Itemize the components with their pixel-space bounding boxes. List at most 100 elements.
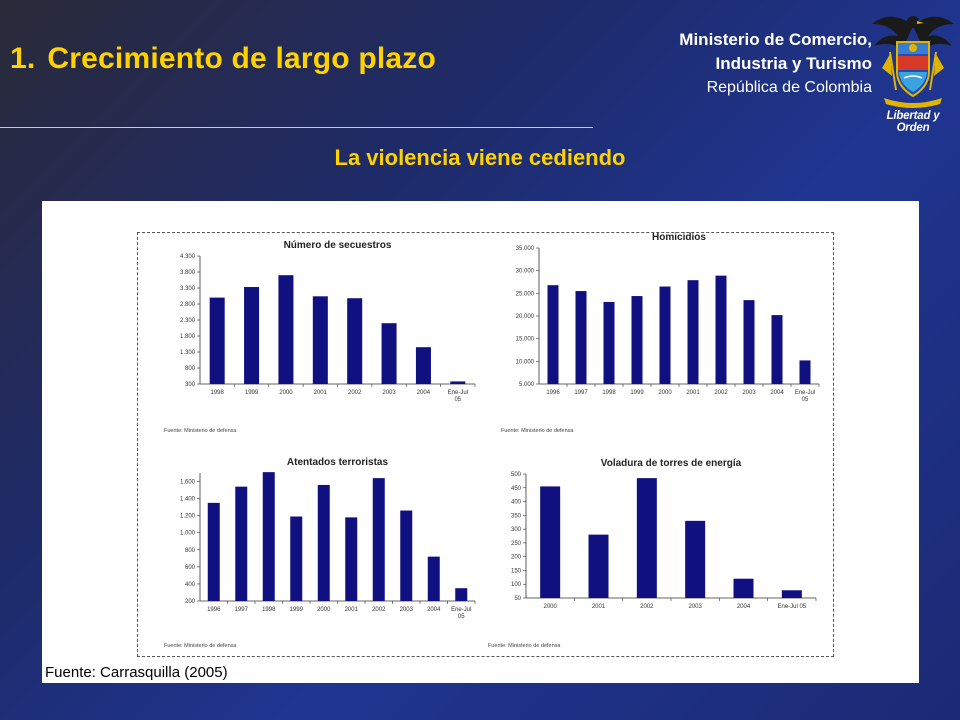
x-tick-label: 1998 bbox=[211, 390, 225, 396]
y-tick-label: 35.000 bbox=[516, 246, 535, 252]
x-tick-label: Ene-Jul 05 bbox=[451, 607, 471, 620]
chart-voladura-torres: Voladura de torres de energía 500 450 400 35… bbox=[488, 458, 817, 649]
x-tick-label: 2000 bbox=[317, 607, 331, 613]
y-tick-label: 1.600 bbox=[180, 480, 196, 486]
y-tick-label: 100 bbox=[511, 582, 522, 588]
x-tick-label: 1999 bbox=[290, 607, 304, 613]
x-tick-label: 2001 bbox=[314, 390, 328, 396]
bar bbox=[312, 296, 328, 384]
title-rule bbox=[0, 127, 593, 128]
x-tick-label: Ene-Jul 05 bbox=[448, 390, 468, 403]
x-tick-label: 1996 bbox=[207, 607, 221, 613]
chart-title: Homicidios bbox=[652, 232, 706, 243]
x-tick-label: Ene-Jul 05 bbox=[795, 390, 815, 403]
x-tick-label: 2001 bbox=[345, 607, 359, 613]
y-tick-label: 250 bbox=[511, 541, 522, 547]
coat-of-arms-icon: Libertad y Orden bbox=[870, 6, 956, 134]
x-tick-label: 2003 bbox=[742, 390, 756, 396]
y-tick-label: 1.000 bbox=[180, 531, 196, 537]
y-tick-label: 25.000 bbox=[516, 291, 535, 297]
chart-source: Fuente: Ministerio de defensa bbox=[501, 428, 574, 434]
x-tick-label: 2003 bbox=[688, 604, 702, 610]
y-tick-label: 300 bbox=[511, 527, 522, 533]
chart-title: Número de secuestros bbox=[284, 240, 392, 251]
bar bbox=[317, 484, 330, 601]
y-tick-label: 800 bbox=[185, 548, 196, 554]
y-tick-label: 1.300 bbox=[180, 350, 196, 356]
x-tick-label: 2003 bbox=[382, 390, 396, 396]
title-number: 1. bbox=[10, 42, 36, 75]
title-text: Crecimiento de largo plazo bbox=[47, 42, 437, 75]
chart-homicidios: Homicidios 35.000 30.000 25.000 20.000 15.000… bbox=[501, 232, 820, 434]
charts-panel: Número de secuestros 4.300 3.800 3.300 2.800… bbox=[42, 201, 919, 683]
chart-source: Fuente: Ministerio de defensa bbox=[164, 428, 237, 434]
y-tick-label: 10.000 bbox=[516, 359, 535, 365]
x-tick-label: 2002 bbox=[714, 390, 728, 396]
x-tick-label: 2004 bbox=[417, 390, 431, 396]
x-tick-label: 2001 bbox=[686, 390, 700, 396]
bar bbox=[603, 301, 615, 384]
x-tick-label: 2002 bbox=[348, 390, 362, 396]
bar bbox=[455, 588, 468, 601]
charts-frame bbox=[137, 232, 834, 657]
ministry-line-1: Ministerio de Comercio, bbox=[679, 30, 872, 49]
x-tick-label: 2001 bbox=[592, 604, 606, 610]
bar bbox=[400, 510, 413, 601]
bar bbox=[743, 300, 755, 384]
bar bbox=[631, 296, 643, 384]
ministry-block: Ministerio de Comercio, Industria y Turi… bbox=[679, 28, 872, 100]
bar bbox=[345, 517, 358, 601]
x-tick-label: 1997 bbox=[235, 607, 249, 613]
bar bbox=[685, 520, 706, 598]
bar bbox=[207, 502, 220, 601]
x-tick-label: 2000 bbox=[279, 390, 293, 396]
y-tick-label: 3.300 bbox=[180, 286, 196, 292]
x-tick-label: 1997 bbox=[574, 390, 588, 396]
y-tick-label: 300 bbox=[185, 382, 196, 388]
y-tick-label: 1.400 bbox=[180, 497, 196, 503]
bar bbox=[278, 275, 294, 384]
chart-atentados: Atentados terroristas 1.600 1.400 1.200 1.00… bbox=[164, 457, 476, 649]
y-tick-label: 50 bbox=[514, 596, 521, 602]
x-tick-label: 2004 bbox=[737, 604, 751, 610]
y-tick-label: 450 bbox=[511, 486, 522, 492]
x-tick-label: 2002 bbox=[640, 604, 654, 610]
bar bbox=[372, 478, 385, 601]
chart-title: Voladura de torres de energía bbox=[601, 458, 742, 469]
bar bbox=[347, 298, 363, 384]
y-tick-label: 30.000 bbox=[516, 269, 535, 275]
bar bbox=[415, 347, 431, 384]
bar bbox=[659, 286, 671, 384]
chart-title: Atentados terroristas bbox=[287, 457, 389, 468]
ministry-line-3: República de Colombia bbox=[706, 79, 872, 96]
bar bbox=[715, 275, 727, 384]
bar bbox=[733, 578, 754, 598]
x-tick-label: Ene-Jul 05 bbox=[777, 604, 806, 610]
chart-secuestros: Número de secuestros 4.300 3.800 3.300 2.800… bbox=[164, 240, 476, 434]
slide-title: 1. Crecimiento de largo plazo bbox=[10, 42, 436, 76]
bar bbox=[588, 534, 609, 598]
bar bbox=[799, 360, 811, 384]
x-tick-label: 1999 bbox=[245, 390, 259, 396]
bar bbox=[547, 285, 559, 384]
y-tick-label: 4.300 bbox=[180, 254, 196, 260]
y-tick-label: 350 bbox=[511, 513, 522, 519]
y-tick-label: 2.300 bbox=[180, 318, 196, 324]
x-tick-label: 1996 bbox=[546, 390, 560, 396]
bar bbox=[771, 315, 783, 384]
bar bbox=[244, 287, 260, 384]
y-tick-label: 400 bbox=[185, 582, 196, 588]
y-tick-label: 2.800 bbox=[180, 302, 196, 308]
ministry-line-2: Industria y Turismo bbox=[715, 54, 873, 73]
y-tick-label: 1.200 bbox=[180, 514, 196, 520]
chart-source: Fuente: Ministerio de defensa bbox=[488, 643, 561, 649]
y-tick-label: 500 bbox=[511, 472, 522, 478]
x-tick-label: 2000 bbox=[658, 390, 672, 396]
y-tick-label: 5.000 bbox=[519, 382, 535, 388]
bar bbox=[575, 291, 587, 384]
bar bbox=[262, 472, 275, 601]
bar bbox=[290, 516, 303, 601]
bar bbox=[235, 486, 248, 601]
bar bbox=[427, 556, 440, 601]
y-tick-label: 800 bbox=[185, 366, 196, 372]
